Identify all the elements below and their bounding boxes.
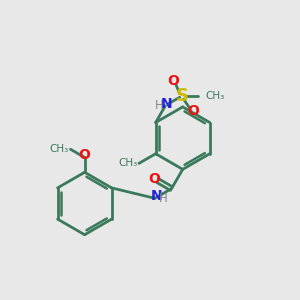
Text: CH₃: CH₃ [118, 158, 137, 168]
Text: O: O [187, 104, 199, 118]
Text: H: H [154, 99, 163, 112]
Text: H: H [159, 192, 167, 206]
Text: O: O [167, 74, 179, 88]
Text: O: O [148, 172, 160, 186]
Text: O: O [79, 148, 91, 162]
Text: CH₃: CH₃ [206, 91, 225, 101]
Text: CH₃: CH₃ [50, 144, 69, 154]
Text: N: N [151, 189, 162, 203]
Text: N: N [161, 97, 172, 111]
Text: S: S [176, 87, 189, 105]
